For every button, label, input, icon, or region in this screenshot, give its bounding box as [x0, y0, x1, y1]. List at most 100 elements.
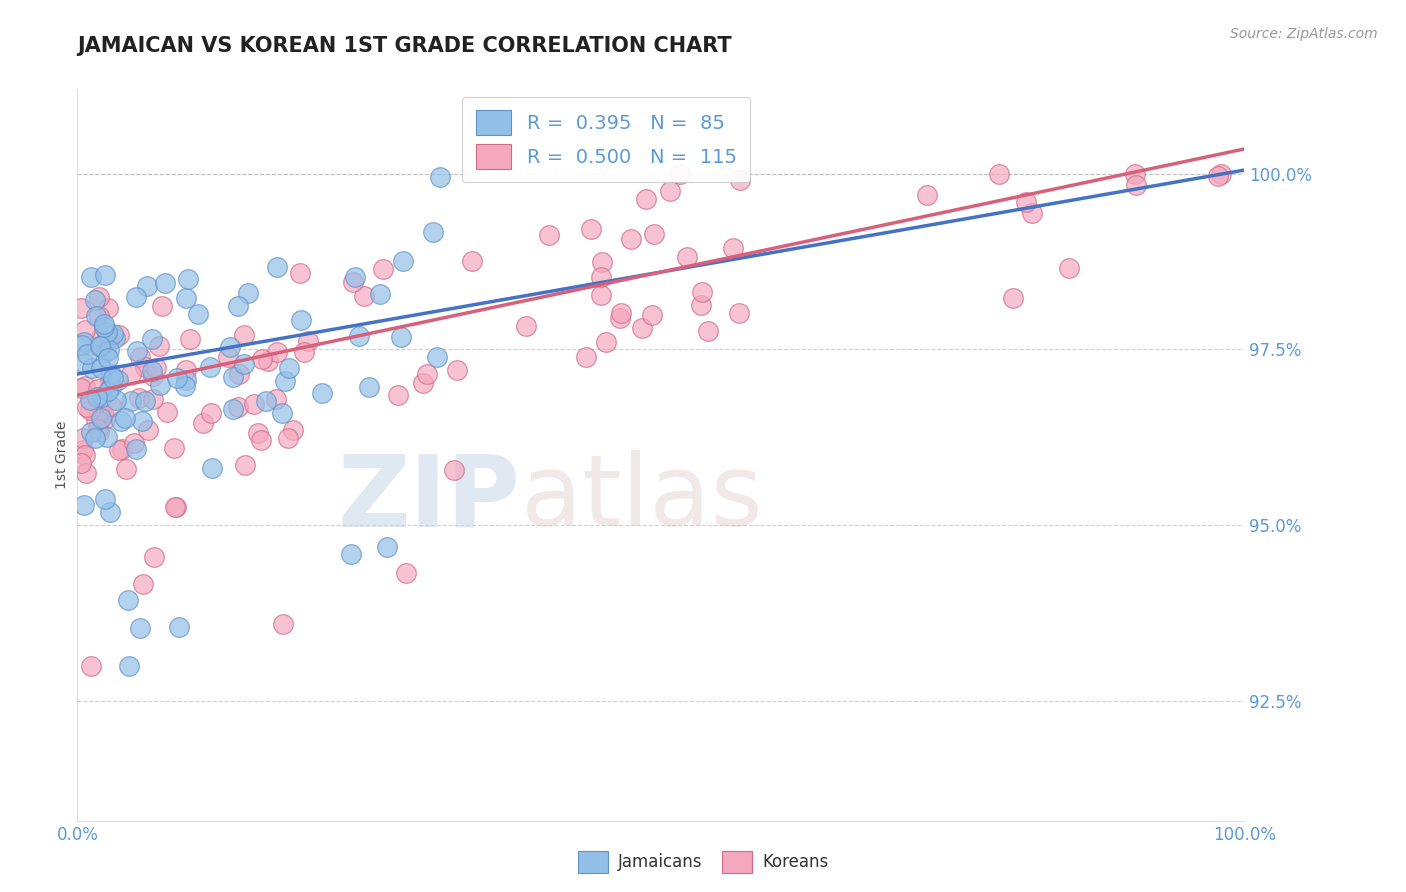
Point: [254, 393, 277, 408]
Point: [167, 619, 190, 633]
Point: [120, 367, 142, 381]
Point: [290, 313, 312, 327]
Point: [166, 371, 188, 385]
Point: [292, 344, 315, 359]
Point: [429, 170, 451, 185]
Point: [620, 232, 643, 246]
Legend: Jamaicans, Koreans: Jamaicans, Koreans: [571, 845, 835, 880]
Point: [118, 659, 141, 673]
Point: [201, 461, 224, 475]
Point: [257, 354, 280, 368]
Point: [591, 255, 613, 269]
Point: [79, 403, 101, 417]
Point: [108, 327, 131, 342]
Point: [97, 301, 120, 315]
Point: [728, 173, 751, 187]
Point: [90, 411, 112, 425]
Point: [103, 326, 125, 341]
Point: [110, 414, 132, 428]
Point: [134, 393, 156, 408]
Legend: R =  0.395   N =  85, R =  0.500   N =  115: R = 0.395 N = 85, R = 0.500 N = 115: [463, 96, 751, 183]
Point: [200, 406, 222, 420]
Point: [94, 412, 117, 426]
Point: [389, 330, 412, 344]
Point: [129, 350, 152, 364]
Point: [141, 364, 163, 378]
Point: [176, 363, 198, 377]
Point: [70, 338, 93, 352]
Point: [132, 577, 155, 591]
Point: [94, 491, 117, 506]
Point: [125, 290, 148, 304]
Point: [148, 339, 170, 353]
Point: [90, 339, 112, 353]
Point: [163, 500, 186, 514]
Point: [104, 331, 127, 345]
Point: [122, 435, 145, 450]
Point: [228, 367, 250, 381]
Point: [76, 347, 98, 361]
Point: [264, 392, 287, 407]
Point: [90, 390, 112, 404]
Point: [634, 192, 657, 206]
Point: [1209, 167, 1232, 181]
Point: [249, 433, 271, 447]
Point: [394, 566, 416, 581]
Point: [103, 371, 125, 385]
Point: [609, 306, 631, 320]
Point: [412, 376, 434, 391]
Point: [142, 368, 165, 383]
Text: atlas: atlas: [520, 450, 762, 548]
Point: [342, 275, 364, 289]
Point: [87, 382, 110, 396]
Point: [114, 411, 136, 425]
Point: [100, 399, 122, 413]
Point: [104, 393, 127, 408]
Point: [117, 593, 139, 607]
Point: [538, 228, 561, 243]
Point: [591, 287, 613, 301]
Point: [87, 339, 110, 353]
Point: [89, 309, 111, 323]
Point: [233, 458, 256, 472]
Point: [344, 269, 367, 284]
Point: [243, 397, 266, 411]
Point: [1001, 291, 1024, 305]
Point: [1125, 167, 1147, 181]
Point: [198, 359, 221, 374]
Point: [288, 266, 311, 280]
Point: [75, 448, 97, 462]
Point: [97, 351, 120, 365]
Point: [640, 308, 662, 322]
Point: [669, 167, 692, 181]
Point: [387, 388, 409, 402]
Point: [79, 392, 101, 407]
Point: [643, 227, 665, 242]
Point: [311, 385, 333, 400]
Point: [142, 392, 165, 406]
Point: [75, 466, 97, 480]
Point: [217, 350, 239, 364]
Point: [150, 299, 173, 313]
Point: [96, 325, 118, 339]
Y-axis label: 1st Grade: 1st Grade: [55, 421, 69, 489]
Point: [100, 367, 122, 381]
Point: [100, 379, 122, 393]
Point: [142, 550, 165, 565]
Point: [659, 184, 682, 198]
Point: [84, 309, 107, 323]
Point: [111, 442, 134, 456]
Point: [134, 360, 156, 375]
Point: [73, 499, 96, 513]
Point: [97, 334, 120, 348]
Point: [80, 425, 103, 439]
Point: [70, 381, 93, 395]
Point: [97, 384, 120, 399]
Point: [136, 279, 159, 293]
Point: [86, 390, 108, 404]
Point: [89, 425, 111, 440]
Point: [347, 329, 370, 343]
Point: [91, 407, 114, 421]
Point: [72, 443, 94, 458]
Point: [69, 456, 91, 470]
